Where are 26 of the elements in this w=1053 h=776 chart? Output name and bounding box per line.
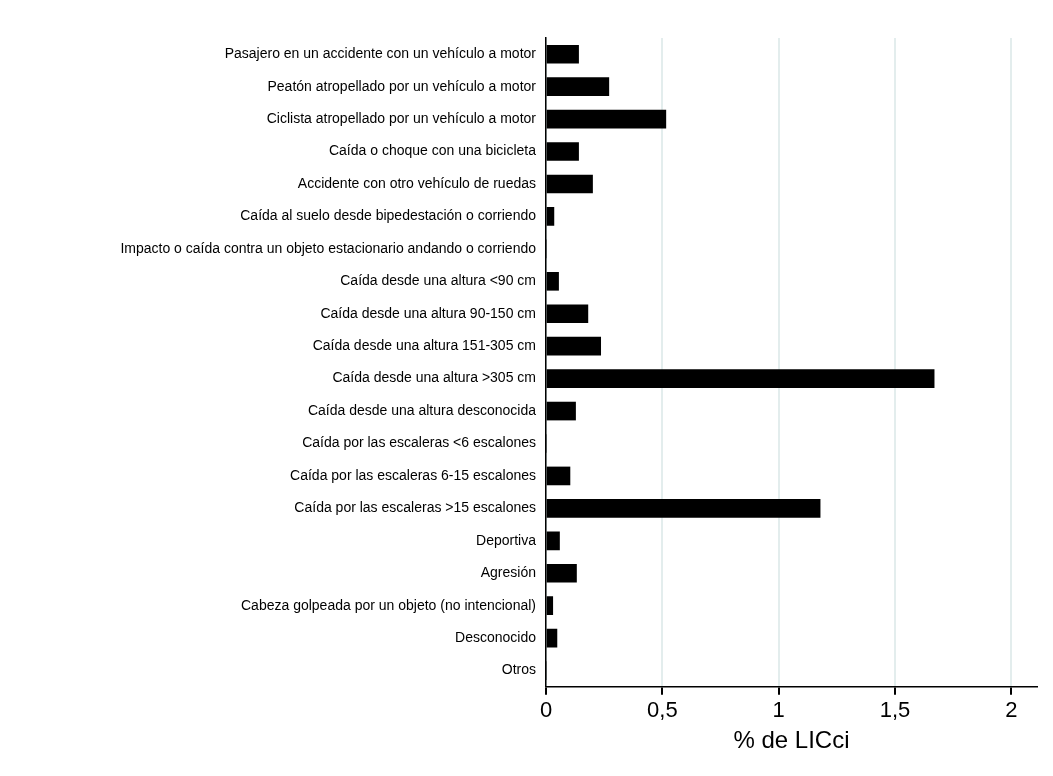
x-tick-label: 0 — [539, 697, 553, 723]
y-tick-label: Caída desde una altura <90 cm — [340, 272, 536, 289]
y-tick-label: Deportiva — [476, 531, 537, 548]
y-tick-label: Accidente con otro vehículo de ruedas — [297, 174, 536, 191]
x-tick-label: 1 — [772, 697, 785, 723]
y-tick-label: Pasajero en un accidente con un vehículo a motor — [224, 45, 537, 62]
y-tick-label: Otros — [501, 661, 536, 678]
x-tick-label: 0,5 — [647, 697, 678, 723]
y-tick-label: Caída desde una altura desconocida — [307, 401, 537, 418]
y-tick-label: Caída por las escaleras >15 escalones — [294, 499, 536, 516]
y-tick-label: Impacto o caída contra un objeto estacionario andando o corriendo — [120, 239, 537, 256]
y-tick-label: Peatón atropellado por un vehículo a motor — [267, 77, 537, 94]
y-tick-label: Caída por las escaleras 6-15 escalones — [290, 466, 536, 483]
y-tick-label: Caída al suelo desde bipedestación o corriendo — [240, 207, 537, 224]
y-tick-label: Caída por las escaleras <6 escalones — [302, 434, 536, 451]
x-tick-label: 1,5 — [879, 697, 911, 723]
y-tick-label: Agresión — [480, 564, 536, 581]
x-axis-title: % de LICci — [733, 726, 850, 754]
y-tick-label: Caída desde una altura 90-150 cm — [320, 304, 536, 321]
y-tick-label: Cabeza golpeada por un objeto (no intencional) — [241, 596, 536, 613]
y-tick-label: Desconocido — [455, 629, 537, 645]
y-tick-label: Ciclista atropellado por un vehículo a motor — [266, 109, 537, 126]
y-tick-label: Caída desde una altura >305 cm — [332, 369, 536, 386]
y-tick-label: Caída o choque con una bicicleta — [328, 142, 537, 159]
x-tick-label: 2 — [1005, 697, 1018, 723]
y-tick-label: Caída desde una altura 151-305 cm — [312, 337, 536, 354]
